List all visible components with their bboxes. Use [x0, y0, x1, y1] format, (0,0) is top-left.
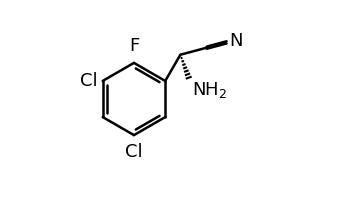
Text: Cl: Cl — [125, 143, 143, 161]
Text: N: N — [229, 32, 243, 50]
Text: NH$_2$: NH$_2$ — [192, 80, 227, 100]
Text: Cl: Cl — [80, 72, 97, 90]
Text: F: F — [129, 37, 139, 55]
